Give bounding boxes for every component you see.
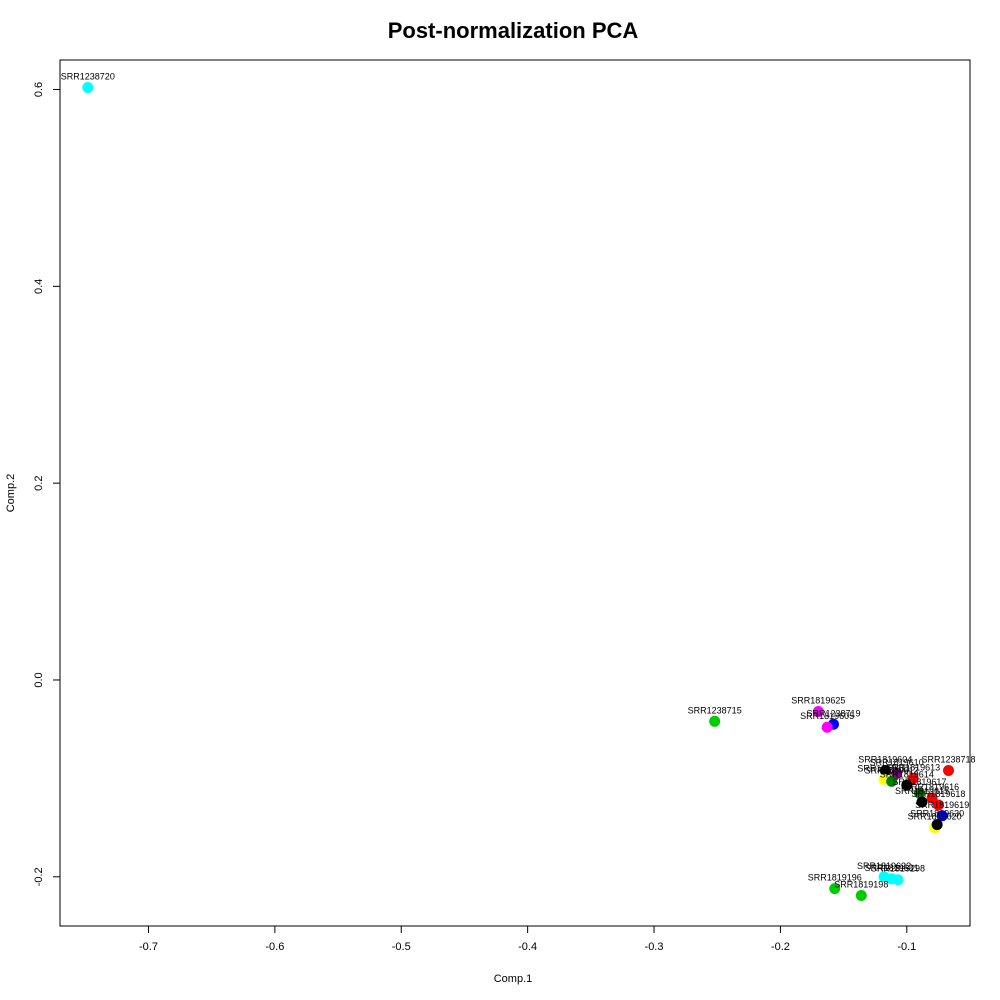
point-label: SRR1819614 xyxy=(880,769,934,779)
point-label: SRR1819625 xyxy=(791,695,845,705)
x-tick-label: -0.4 xyxy=(518,941,537,953)
data-point xyxy=(82,82,94,94)
data-point xyxy=(821,721,833,733)
data-point xyxy=(931,819,943,831)
point-label: SRR1819631 xyxy=(865,863,919,873)
x-tick-label: -0.7 xyxy=(139,941,158,953)
y-tick-label: 0.6 xyxy=(33,82,45,97)
data-point xyxy=(932,799,944,811)
point-label: SRR1819618 xyxy=(911,789,965,799)
point-label: SRR1819612 xyxy=(865,765,919,775)
data-point xyxy=(891,767,903,779)
y-axis-ticks: -0.2 0.0 0.2 0.4 0.6 xyxy=(33,82,60,886)
x-tick-label: -0.2 xyxy=(771,941,790,953)
data-point xyxy=(855,889,867,901)
point-label: SRR1819196 xyxy=(808,873,862,883)
data-point xyxy=(916,796,928,808)
x-tick-label: -0.6 xyxy=(265,941,284,953)
point-label: SRR1819616 xyxy=(905,782,959,792)
y-tick-label: -0.2 xyxy=(33,867,45,886)
y-tick-label: 0.4 xyxy=(33,279,45,294)
point-label: SRR1238715 xyxy=(688,705,742,715)
data-point xyxy=(709,715,721,727)
point-label: SRR1819604 xyxy=(858,755,912,765)
point-label: SRR1238720 xyxy=(61,72,115,82)
data-point xyxy=(901,779,913,791)
x-tick-label: -0.1 xyxy=(897,941,916,953)
point-label: SRR1819615 xyxy=(895,786,949,796)
plot-frame xyxy=(59,59,971,927)
data-point xyxy=(829,883,841,895)
data-points xyxy=(82,82,955,901)
point-label: SRR1238718 xyxy=(921,755,975,765)
point-label: SRR1819611 xyxy=(857,763,910,773)
point-label: SRR1819605 xyxy=(800,711,854,721)
point-label: SRR1819620 xyxy=(908,812,962,822)
data-point xyxy=(879,765,891,777)
point-label: SRR1819298 xyxy=(871,864,925,874)
x-tick-label: -0.5 xyxy=(392,941,411,953)
chart-title: Post-normalization PCA xyxy=(388,18,639,43)
point-label: SRR1819622 xyxy=(857,861,911,871)
point-label: SRR1819619 xyxy=(915,800,969,810)
point-label: SRR1819613 xyxy=(886,762,940,772)
data-point xyxy=(812,705,824,717)
data-point xyxy=(892,874,904,886)
point-label: SRR1819198 xyxy=(834,879,888,889)
data-point xyxy=(886,775,898,787)
point-label: SRR1819630 xyxy=(910,809,964,819)
point-labels: SRR1238720 SRR1238715 SRR1819625 SRR1238719… xyxy=(61,72,976,890)
x-tick-label: -0.3 xyxy=(645,941,664,953)
point-label: SRR1819610 xyxy=(870,757,924,767)
point-label: SRR1819617 xyxy=(892,777,946,787)
x-axis-ticks: -0.7 -0.6 -0.5 -0.4 -0.3 -0.2 -0.1 xyxy=(139,926,916,953)
point-label: SRR1238719 xyxy=(806,708,860,718)
data-point xyxy=(936,810,948,822)
y-axis-label: Comp.2 xyxy=(5,474,17,513)
data-point xyxy=(913,787,925,799)
x-axis-label: Comp.1 xyxy=(494,973,533,985)
y-tick-label: 0.2 xyxy=(33,476,45,491)
data-point xyxy=(943,765,955,777)
y-tick-label: 0.0 xyxy=(33,672,45,687)
